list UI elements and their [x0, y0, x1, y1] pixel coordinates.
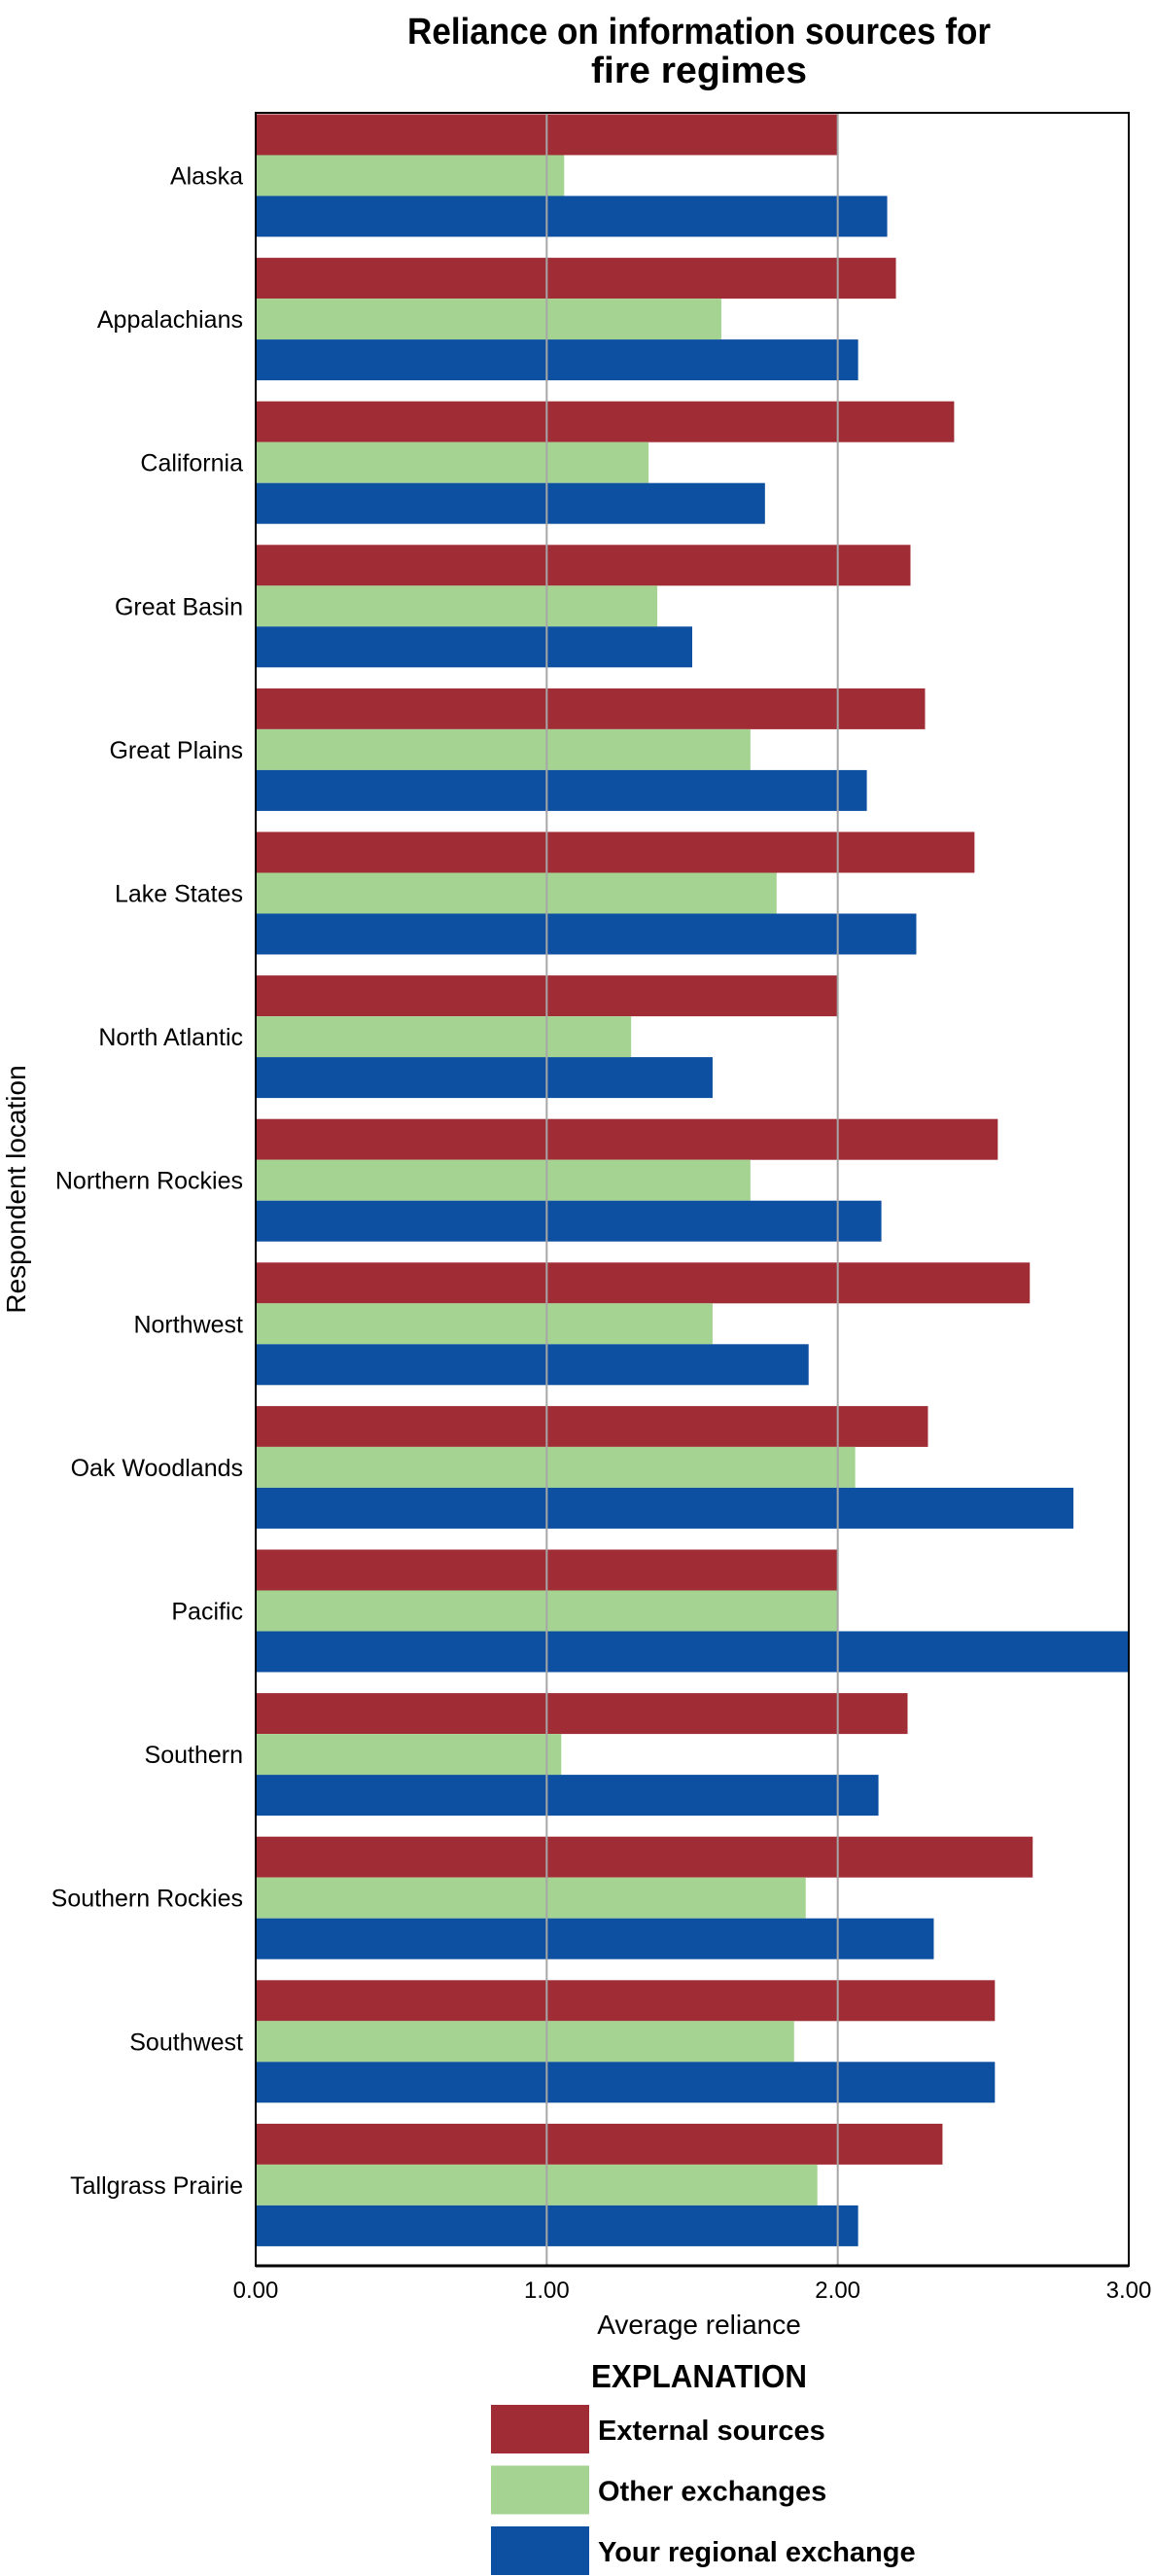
bar-southern-external-sources [256, 1693, 908, 1735]
x-axis-tick-labels: 0.00 1.00 2.00 3.00 [233, 2277, 1152, 2304]
bar-california-other-exchanges [256, 441, 649, 483]
category-label-northwest: Northwest [133, 1311, 243, 1338]
bar-great-basin-external-sources [256, 545, 911, 586]
bar-northwest-other-exchanges [256, 1303, 713, 1345]
category-label-alaska: Alaska [170, 163, 243, 191]
legend-label-your-regional-exchange: Your regional exchange [598, 2537, 916, 2568]
bar-appalachians-external-sources [256, 258, 896, 300]
category-label-northern-rockies: Northern Rockies [55, 1168, 243, 1195]
bars-group [256, 114, 1129, 2246]
y-axis-tick-labels: Alaska Appalachians California Great Basin G… [52, 163, 243, 2200]
bar-tallgrass-prairie-external-sources [256, 2123, 943, 2165]
bar-north-atlantic-other-exchanges [256, 1016, 632, 1058]
x-tick-label: 3.00 [1106, 2277, 1152, 2304]
bar-northern-rockies-other-exchanges [256, 1159, 751, 1201]
category-label-great-basin: Great Basin [115, 593, 243, 620]
chart-title: Reliance on information sources for fire… [407, 12, 991, 91]
legend-swatch-other-exchanges [491, 2465, 589, 2515]
bar-california-external-sources [256, 401, 955, 442]
y-axis-title: Respondent location [1, 1065, 31, 1313]
legend-title: EXPLANATION [591, 2358, 807, 2394]
bar-southern-other-exchanges [256, 1734, 562, 1776]
bar-appalachians-your-regional-exchange [256, 339, 858, 381]
plot-area [255, 112, 1130, 2268]
bar-great-basin-other-exchanges [256, 585, 658, 627]
bar-tallgrass-prairie-other-exchanges [256, 2164, 818, 2205]
x-tick-label: 0.00 [233, 2277, 279, 2304]
bar-southern-rockies-external-sources [256, 1836, 1033, 1878]
bar-oak-woodlands-external-sources [256, 1405, 928, 1447]
bar-southern-rockies-other-exchanges [256, 1877, 806, 1919]
bar-southern-rockies-your-regional-exchange [256, 1918, 934, 1959]
legend-label-other-exchanges: Other exchanges [598, 2477, 826, 2508]
category-label-oak-woodlands: Oak Woodlands [71, 1455, 243, 1482]
chart-title-line-1: Reliance on information sources for [407, 12, 991, 53]
bar-pacific-your-regional-exchange [256, 1631, 1129, 1673]
category-label-appalachians: Appalachians [97, 306, 243, 334]
bar-northern-rockies-external-sources [256, 1118, 998, 1160]
legend-swatch-your-regional-exchange [491, 2526, 589, 2575]
bar-north-atlantic-your-regional-exchange [256, 1057, 713, 1099]
chart-title-line-2: fire regimes [591, 51, 807, 91]
legend-swatch-external-sources [491, 2405, 589, 2453]
bar-oak-woodlands-other-exchanges [256, 1446, 856, 1488]
bar-oak-woodlands-your-regional-exchange [256, 1487, 1074, 1529]
bar-appalachians-other-exchanges [256, 299, 721, 340]
legend-label-external-sources: External sources [598, 2416, 825, 2447]
gridlines-group [545, 113, 839, 2266]
legend: EXPLANATION External sources Other exchan… [491, 2358, 916, 2575]
bar-northern-rockies-your-regional-exchange [256, 1200, 882, 1242]
category-label-southwest: Southwest [129, 2029, 243, 2056]
legend-items: External sources Other exchanges Your regi… [491, 2405, 916, 2575]
category-label-tallgrass-prairie: Tallgrass Prairie [70, 2172, 243, 2200]
bar-alaska-other-exchanges [256, 155, 565, 196]
bar-tallgrass-prairie-your-regional-exchange [256, 2205, 858, 2246]
x-axis-title: Average reliance [597, 2310, 801, 2340]
category-label-southern-rockies: Southern Rockies [52, 1886, 243, 1913]
bar-california-your-regional-exchange [256, 482, 765, 524]
category-label-great-plains: Great Plains [109, 737, 243, 764]
bar-northwest-your-regional-exchange [256, 1344, 809, 1386]
x-tick-label: 2.00 [815, 2277, 860, 2304]
bar-southwest-external-sources [256, 1980, 996, 2022]
bar-lake-states-other-exchanges [256, 872, 777, 914]
bar-lake-states-external-sources [256, 831, 975, 873]
category-label-pacific: Pacific [171, 1599, 243, 1626]
category-label-california: California [140, 450, 243, 477]
bar-southwest-other-exchanges [256, 2021, 794, 2063]
category-label-north-atlantic: North Atlantic [98, 1024, 243, 1051]
bar-alaska-your-regional-exchange [256, 195, 888, 237]
bar-southwest-your-regional-exchange [256, 2062, 996, 2103]
bar-great-plains-external-sources [256, 688, 926, 729]
category-label-southern: Southern [145, 1742, 243, 1769]
bar-southern-your-regional-exchange [256, 1775, 879, 1817]
bar-northwest-external-sources [256, 1262, 1031, 1304]
category-label-lake-states: Lake States [115, 881, 243, 908]
bar-lake-states-your-regional-exchange [256, 913, 917, 955]
bar-great-plains-your-regional-exchange [256, 769, 867, 811]
bar-great-plains-other-exchanges [256, 728, 751, 770]
x-tick-label: 1.00 [524, 2277, 570, 2304]
bar-great-basin-your-regional-exchange [256, 626, 692, 668]
